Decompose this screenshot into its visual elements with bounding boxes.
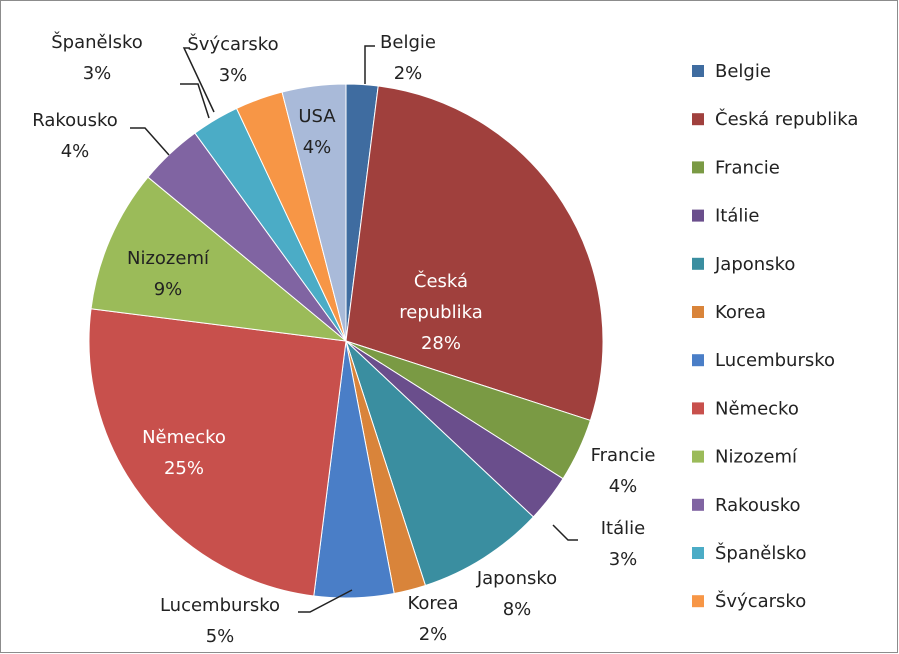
leader-line <box>180 83 210 119</box>
legend-swatch <box>692 547 704 559</box>
category-label: USA <box>298 106 336 127</box>
value-label: 4% <box>302 137 332 158</box>
category-label: Lucembursko <box>159 595 281 616</box>
legend-swatch <box>692 595 704 608</box>
pie-slice <box>345 340 535 587</box>
data-label: Česká republika 28% <box>381 266 501 359</box>
legend-label: Nizozemí <box>715 447 798 468</box>
category-label: Korea <box>407 593 459 614</box>
legend-label: Belgie <box>715 61 771 82</box>
value-label: 3% <box>218 65 248 86</box>
legend-swatch <box>692 209 704 222</box>
leader-line <box>552 524 578 541</box>
legend-label: Rakousko <box>715 495 801 516</box>
data-label: Rakousko 4% <box>15 105 135 167</box>
data-label: Lucembursko 5% <box>145 590 295 652</box>
legend-label: Švýcarsko <box>715 590 806 612</box>
legend-swatch <box>692 402 704 415</box>
category-label: Rakousko <box>32 110 118 131</box>
data-label: Japonsko 8% <box>462 563 572 625</box>
value-label: 4% <box>608 476 638 497</box>
category-label: Španělsko <box>51 32 143 53</box>
data-label: Korea 2% <box>388 588 478 650</box>
legend-swatch <box>692 161 704 174</box>
legend-label: Česká republika <box>715 108 858 130</box>
legend-label: Itálie <box>715 206 759 227</box>
data-label: USA 4% <box>277 101 357 163</box>
data-label: Španělsko 3% <box>37 27 157 89</box>
category-label: Česká republika <box>399 271 483 323</box>
value-label: 4% <box>60 141 90 162</box>
pie-slice <box>90 176 348 342</box>
legend-label: Japonsko <box>714 254 795 275</box>
legend-swatch <box>692 257 704 270</box>
pie-slice <box>281 83 347 342</box>
pie-slice <box>345 85 604 422</box>
legend-label: Lucembursko <box>715 350 835 371</box>
leader-line <box>364 45 375 84</box>
legend-swatch <box>692 450 704 463</box>
data-label: Francie 4% <box>573 440 673 502</box>
value-label: 3% <box>608 549 638 570</box>
category-label: Japonsko <box>476 568 558 589</box>
leader-line <box>130 127 170 156</box>
legend-label: Německo <box>715 398 799 419</box>
value-label: 2% <box>393 63 423 84</box>
data-label: Švýcarsko 3% <box>173 29 293 91</box>
value-label: 28% <box>420 333 461 354</box>
category-label: Francie <box>590 445 656 466</box>
legend-label: Francie <box>715 157 780 178</box>
category-label: Německo <box>142 427 226 448</box>
data-label: Itálie 3% <box>578 513 668 575</box>
leader-line <box>182 47 215 113</box>
leader-line <box>298 589 353 613</box>
value-label: 5% <box>205 626 235 647</box>
pie-slice <box>88 308 347 597</box>
legend-swatch <box>692 498 704 511</box>
data-label: Nizozemí 9% <box>113 243 223 305</box>
data-label: Belgie 2% <box>363 27 453 89</box>
legend-label: Korea <box>715 302 766 323</box>
legend-swatch <box>692 354 704 367</box>
legend-swatch <box>692 113 704 126</box>
value-label: 3% <box>82 63 112 84</box>
legend-label: Španělsko <box>715 542 807 564</box>
data-label: Německo 25% <box>119 422 249 484</box>
category-label: Belgie <box>380 32 436 53</box>
value-label: 9% <box>153 279 183 300</box>
value-label: 8% <box>502 599 532 620</box>
value-label: 2% <box>418 624 448 645</box>
legend-swatch <box>692 306 704 318</box>
value-label: 25% <box>163 458 204 479</box>
legend-swatch <box>692 65 704 77</box>
category-label: Švýcarsko <box>187 34 279 55</box>
category-label: Nizozemí <box>127 248 209 269</box>
category-label: Itálie <box>600 518 646 539</box>
